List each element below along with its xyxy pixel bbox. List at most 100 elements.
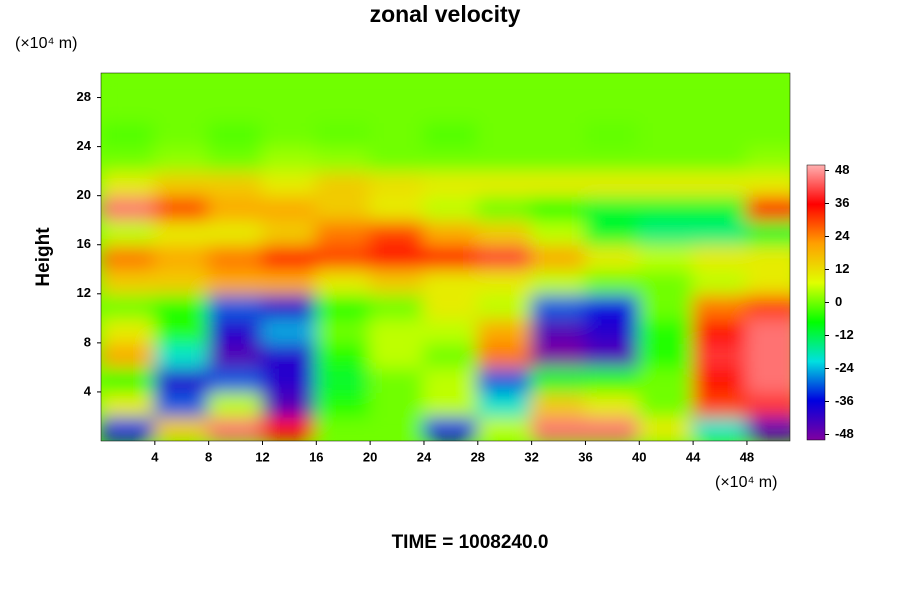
cell <box>422 415 479 441</box>
cell <box>261 243 318 271</box>
chart-title: zonal velocity <box>370 1 521 27</box>
cell <box>101 170 156 197</box>
cell <box>153 292 210 320</box>
cell <box>476 317 533 344</box>
colorbar-tick-label: 24 <box>835 228 850 243</box>
cell <box>422 390 479 418</box>
y-tick-label: 16 <box>77 236 91 251</box>
cell <box>476 341 533 369</box>
cell <box>638 194 695 222</box>
cell <box>692 73 748 99</box>
y-tick-label: 24 <box>77 138 92 153</box>
x-tick-label: 20 <box>363 449 377 464</box>
x-tick-label: 48 <box>740 449 754 464</box>
x-unit: (×10⁴ m) <box>715 474 777 491</box>
y-unit: (×10⁴ m) <box>15 35 77 52</box>
cell <box>261 145 318 173</box>
cell <box>315 415 372 441</box>
x-tick-label: 40 <box>632 449 646 464</box>
cell <box>476 219 533 246</box>
cell <box>369 292 425 320</box>
cell <box>369 415 425 441</box>
cell <box>530 170 587 197</box>
cell <box>101 121 156 148</box>
cell <box>638 219 695 246</box>
cell <box>692 292 748 320</box>
cell <box>261 415 318 441</box>
cell <box>153 121 210 148</box>
cell <box>584 194 641 222</box>
cell <box>530 145 587 173</box>
colorbar-tick-label: -48 <box>835 426 854 441</box>
cell <box>369 219 425 246</box>
cell <box>369 317 425 344</box>
cell <box>638 268 695 295</box>
cell <box>207 219 264 246</box>
cell <box>476 390 533 418</box>
cell <box>422 292 479 320</box>
cell <box>101 292 156 320</box>
cell <box>315 268 372 295</box>
cell <box>153 73 210 99</box>
cell <box>692 145 748 173</box>
cell <box>745 145 790 173</box>
cell <box>422 317 479 344</box>
cell <box>369 366 425 393</box>
cell <box>261 73 318 99</box>
cell <box>101 317 156 344</box>
cell <box>584 390 641 418</box>
cell <box>745 194 790 222</box>
cell <box>476 268 533 295</box>
cell <box>153 415 210 441</box>
cell <box>638 121 695 148</box>
cell <box>422 194 479 222</box>
cell <box>207 194 264 222</box>
cell <box>530 292 587 320</box>
cell <box>369 170 425 197</box>
x-tick-label: 28 <box>471 449 485 464</box>
colorbar-tick-label: 48 <box>835 162 849 177</box>
cell <box>101 73 156 99</box>
cell <box>530 96 587 124</box>
cell <box>315 194 372 222</box>
x-tick-label: 8 <box>205 449 212 464</box>
cell <box>530 121 587 148</box>
cell <box>101 366 156 393</box>
y-tick-label: 28 <box>77 89 91 104</box>
cell <box>153 243 210 271</box>
cell <box>153 341 210 369</box>
cell <box>530 219 587 246</box>
cell <box>584 366 641 393</box>
cell <box>692 219 748 246</box>
cell <box>369 194 425 222</box>
cell <box>315 390 372 418</box>
cell <box>692 390 748 418</box>
footer: TIME = 1008240.0 <box>392 532 549 553</box>
cell <box>101 390 156 418</box>
cell <box>153 145 210 173</box>
cell <box>101 194 156 222</box>
cell <box>638 73 695 99</box>
x-tick-label: 4 <box>151 449 159 464</box>
cell <box>315 366 372 393</box>
cell <box>153 96 210 124</box>
cell <box>422 73 479 99</box>
cell <box>153 170 210 197</box>
cell <box>530 194 587 222</box>
cell <box>422 219 479 246</box>
cell <box>745 219 790 246</box>
cell <box>101 268 156 295</box>
cell <box>745 366 790 393</box>
cell <box>422 268 479 295</box>
cell <box>476 121 533 148</box>
cell <box>207 415 264 441</box>
cell <box>315 317 372 344</box>
plot-area <box>101 73 790 441</box>
cell <box>638 96 695 124</box>
cell <box>530 73 587 99</box>
cell <box>476 73 533 99</box>
cell <box>692 243 748 271</box>
cell <box>638 170 695 197</box>
cell <box>745 73 790 99</box>
